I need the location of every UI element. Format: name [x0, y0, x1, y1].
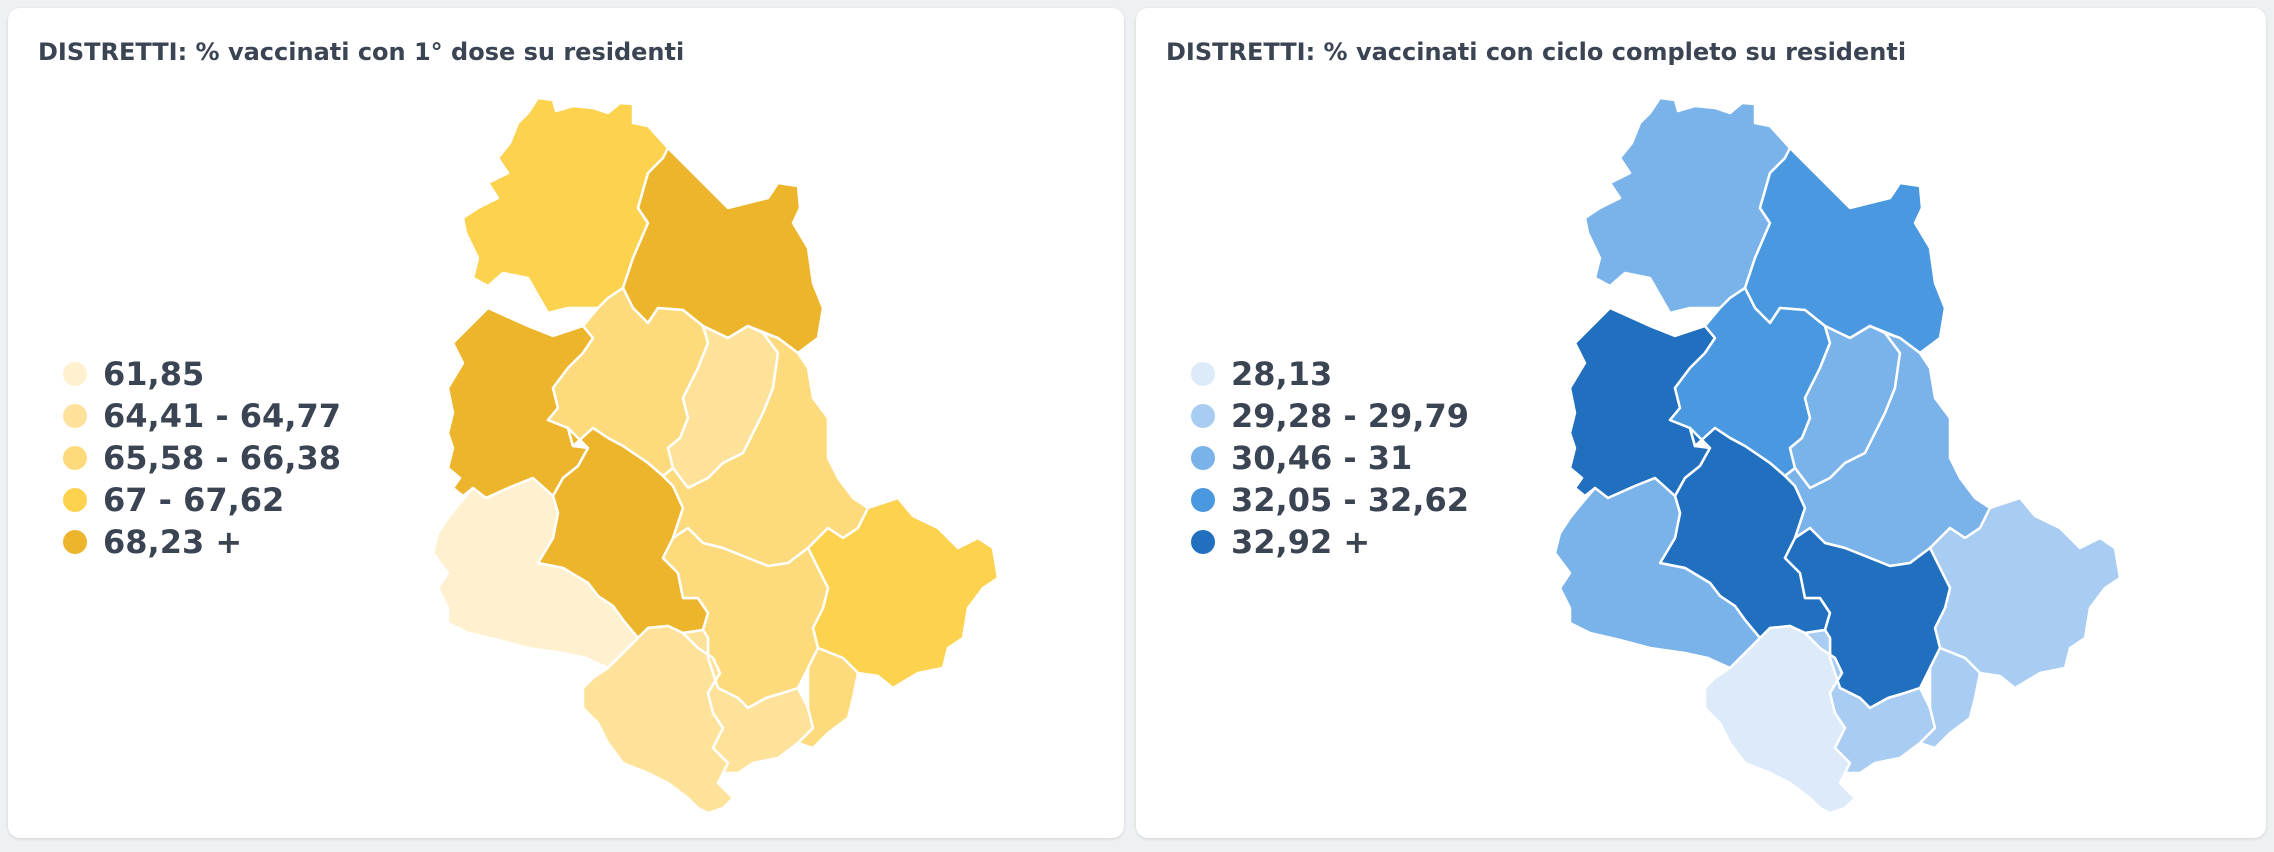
legend-label: 61,85 — [103, 355, 205, 393]
legend-item[interactable]: 67 - 67,62 — [63, 479, 341, 521]
legend-item[interactable]: 61,85 — [63, 353, 341, 395]
legend-swatch — [1191, 362, 1215, 386]
legend-label: 68,23 + — [103, 523, 243, 561]
legend-swatch — [63, 404, 87, 428]
legend-swatch — [63, 362, 87, 386]
district-terni[interactable] — [796, 646, 860, 750]
first-dose-district-group — [431, 96, 1000, 815]
district-terni[interactable] — [1918, 646, 1982, 750]
legend-swatch — [63, 530, 87, 554]
legend-label: 32,92 + — [1231, 523, 1371, 561]
legend-label: 65,58 - 66,38 — [103, 439, 341, 477]
legend-label: 32,05 - 32,62 — [1231, 481, 1469, 519]
legend-item[interactable]: 32,05 - 32,62 — [1191, 479, 1469, 521]
legend-swatch — [1191, 530, 1215, 554]
legend-item[interactable]: 30,46 - 31 — [1191, 437, 1469, 479]
legend-item[interactable]: 64,41 - 64,77 — [63, 395, 341, 437]
legend-label: 28,13 — [1231, 355, 1333, 393]
legend-item[interactable]: 28,13 — [1191, 353, 1469, 395]
first-dose-map-card: DISTRETTI: % vaccinati con 1° dose su re… — [8, 8, 1124, 838]
first-dose-map — [431, 96, 1000, 815]
legend-item[interactable]: 29,28 - 29,79 — [1191, 395, 1469, 437]
full-cycle-legend: 28,13 29,28 - 29,79 30,46 - 31 32,05 - 3… — [1191, 353, 1469, 563]
full-cycle-district-group — [1553, 96, 2122, 815]
first-dose-legend: 61,85 64,41 - 64,77 65,58 - 66,38 67 - 6… — [63, 353, 341, 563]
full-cycle-map-title: DISTRETTI: % vaccinati con ciclo complet… — [1166, 38, 1907, 66]
district-narni-amelia[interactable] — [1803, 628, 1937, 775]
legend-label: 67 - 67,62 — [103, 481, 285, 519]
full-cycle-map-card: DISTRETTI: % vaccinati con ciclo complet… — [1136, 8, 2266, 838]
legend-swatch — [63, 488, 87, 512]
legend-label: 64,41 - 64,77 — [103, 397, 341, 435]
legend-swatch — [1191, 404, 1215, 428]
legend-label: 30,46 - 31 — [1231, 439, 1413, 477]
legend-item[interactable]: 65,58 - 66,38 — [63, 437, 341, 479]
first-dose-map-title: DISTRETTI: % vaccinati con 1° dose su re… — [38, 38, 685, 66]
legend-item[interactable]: 68,23 + — [63, 521, 341, 563]
legend-label: 29,28 - 29,79 — [1231, 397, 1469, 435]
full-cycle-map — [1553, 96, 2122, 815]
district-narni-amelia[interactable] — [681, 628, 815, 775]
legend-swatch — [1191, 488, 1215, 512]
legend-item[interactable]: 32,92 + — [1191, 521, 1469, 563]
legend-swatch — [63, 446, 87, 470]
legend-swatch — [1191, 446, 1215, 470]
